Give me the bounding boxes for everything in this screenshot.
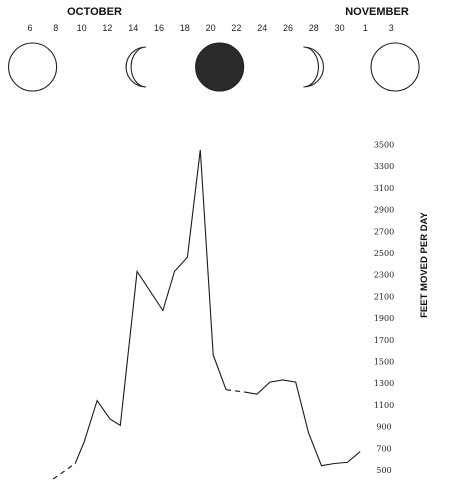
x-tick-label: 18	[180, 23, 190, 33]
y-tick-label: 1900	[374, 314, 394, 323]
moon-phase-row	[8, 42, 420, 92]
moon-first-quarter-icon	[303, 46, 324, 88]
moon-full-icon	[8, 42, 58, 92]
y-tick-label: 900	[376, 423, 391, 432]
month-label-october: OCTOBER	[67, 6, 122, 18]
y-tick-label: 700	[376, 444, 391, 453]
x-tick-labels: 6 8 10 12 14 16 18 20 22 24 26 28 30 1 3	[27, 23, 393, 33]
x-tick-label: 16	[154, 23, 164, 33]
y-tick-label: 1300	[374, 379, 394, 388]
y-tick-label: 3300	[374, 162, 394, 171]
x-tick-label: 20	[206, 23, 216, 33]
y-tick-label: 2700	[374, 227, 394, 236]
month-label-november: NOVEMBER	[345, 6, 409, 18]
y-tick-label: 2500	[374, 249, 394, 258]
x-tick-label: 6	[27, 23, 32, 33]
x-tick-label: 22	[231, 23, 241, 33]
x-tick-label: 30	[335, 23, 345, 33]
x-tick-label: 3	[389, 23, 394, 33]
moon-full-icon	[370, 42, 420, 92]
x-tick-label: 24	[257, 23, 267, 33]
month-labels: OCTOBER NOVEMBER	[67, 6, 409, 18]
y-tick-label: 2300	[374, 271, 394, 280]
series-line-segment	[244, 379, 361, 467]
series-line-dashed-segment	[52, 463, 76, 480]
x-tick-label: 12	[102, 23, 112, 33]
x-tick-label: 14	[128, 23, 138, 33]
y-tick-label: 1500	[374, 358, 394, 367]
y-tick-label: 1100	[374, 401, 394, 410]
moon-last-quarter-icon	[125, 46, 147, 88]
y-tick-labels: 500 700 900 1100 1300 1500 1700 1900 2100 2300 250…	[374, 141, 394, 476]
moon-new-icon	[195, 42, 245, 92]
x-tick-label: 8	[53, 23, 58, 33]
y-tick-label: 500	[376, 466, 391, 475]
x-tick-label: 28	[309, 23, 319, 33]
y-tick-label: 1700	[374, 336, 394, 345]
data-series	[52, 149, 361, 480]
series-line-segment	[74, 149, 227, 464]
x-tick-label: 1	[363, 23, 368, 33]
x-tick-label: 26	[283, 23, 293, 33]
y-tick-label: 3100	[374, 184, 394, 193]
y-tick-label: 2900	[374, 206, 394, 215]
y-axis-label: FEET MOVED PER DAY	[419, 211, 430, 317]
series-line-dashed-segment	[226, 389, 245, 393]
y-tick-label: 3500	[374, 141, 394, 150]
y-tick-label: 2100	[374, 292, 394, 301]
x-tick-label: 10	[77, 23, 87, 33]
